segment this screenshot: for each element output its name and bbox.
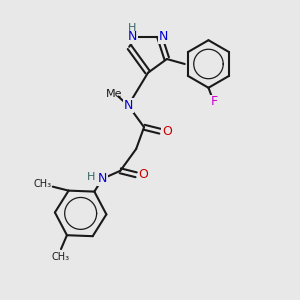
Text: N: N xyxy=(128,30,137,44)
Text: N: N xyxy=(98,172,107,185)
Text: CH₃: CH₃ xyxy=(52,252,70,262)
Text: N: N xyxy=(124,99,133,112)
Text: N: N xyxy=(159,30,168,44)
Text: F: F xyxy=(211,95,218,108)
Text: Me: Me xyxy=(106,88,123,98)
Text: H: H xyxy=(128,23,136,33)
Text: O: O xyxy=(162,125,172,138)
Text: H: H xyxy=(87,172,96,182)
Text: CH₃: CH₃ xyxy=(34,179,52,189)
Text: O: O xyxy=(138,168,148,181)
